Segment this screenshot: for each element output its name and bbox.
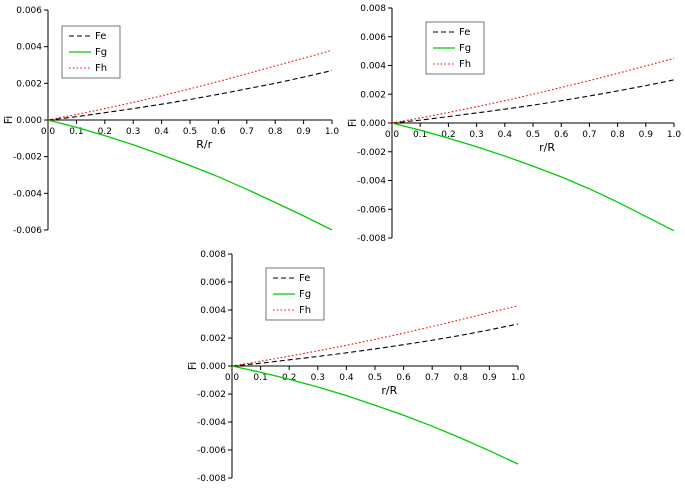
y-tick-label: 0.008 xyxy=(360,4,386,14)
x-axis-title: r/R xyxy=(381,384,397,397)
y-axis-title: Fi xyxy=(346,119,359,128)
x-axis-title: r/R xyxy=(539,141,555,154)
x-tick-label: 0.0 xyxy=(225,373,240,383)
y-tick-label: -0.006 xyxy=(197,446,226,456)
legend: Fe Fg Fh xyxy=(425,21,485,75)
y-tick-label: -0.004 xyxy=(357,177,386,187)
series-Fh-line xyxy=(47,49,333,121)
y-tick-label: -0.006 xyxy=(13,226,42,236)
chart-bottom-center: -0.008 -0.006 -0.004 -0.002 0.000 0.002 0.004 0… xyxy=(186,246,528,488)
legend: Fe Fg Fh xyxy=(265,267,325,321)
y-tick-label: -0.002 xyxy=(197,390,226,400)
x-tick-label: 1.0 xyxy=(325,127,340,137)
legend-label-Fe: Fe xyxy=(95,31,106,42)
y-tick-label: 0.006 xyxy=(200,278,226,288)
series-Fg-line xyxy=(47,119,333,231)
x-tick-label: 0.5 xyxy=(526,130,540,140)
x-tick-label: 0.2 xyxy=(441,130,455,140)
y-tick-label: 0.002 xyxy=(200,334,226,344)
y-tick-label: -0.008 xyxy=(197,474,226,484)
x-tick-label: 0.9 xyxy=(482,373,497,383)
x-tick-label: 0.3 xyxy=(469,130,483,140)
y-tick-label: 0.002 xyxy=(16,79,42,89)
chart-top-left: -0.006 -0.004 -0.002 0.000 0.002 0.004 0.006 0.… xyxy=(2,2,342,242)
x-tick-label: 0.5 xyxy=(368,373,382,383)
y-tick-label: -0.008 xyxy=(357,234,386,244)
y-tick-label: 0.002 xyxy=(360,90,386,100)
x-tick-label: 0.3 xyxy=(311,373,325,383)
y-tick-label: 0.004 xyxy=(16,43,42,53)
legend-label-Fh: Fh xyxy=(459,59,471,70)
y-tick-label: -0.006 xyxy=(357,205,386,215)
chart-svg: -0.008 -0.006 -0.004 -0.002 0.000 0.002 0.004 0… xyxy=(346,4,681,244)
x-tick-label: 0.8 xyxy=(268,127,283,137)
legend: Fe Fg Fh xyxy=(61,25,121,79)
y-axis-title: Fi xyxy=(186,362,199,371)
axes: -0.008 -0.006 -0.004 -0.002 0.000 0.002 0.004 0… xyxy=(346,4,681,244)
x-tick-label: 0.3 xyxy=(126,127,140,137)
chart-svg: -0.008 -0.006 -0.004 -0.002 0.000 0.002 0.004 0… xyxy=(186,250,525,484)
x-tick-label: 0.7 xyxy=(240,127,254,137)
x-tick-label: 0.0 xyxy=(385,130,400,140)
x-tick-label: 0.9 xyxy=(639,130,654,140)
series-Fh-line xyxy=(391,57,675,124)
y-tick-label: 0.004 xyxy=(200,306,226,316)
x-tick-label: 0.4 xyxy=(498,130,513,140)
x-tick-label: 0.6 xyxy=(211,127,226,137)
chart-svg: -0.006 -0.004 -0.002 0.000 0.002 0.004 0.006 0.… xyxy=(2,6,339,236)
x-tick-label: 0.8 xyxy=(610,130,625,140)
series-Fe-line xyxy=(231,323,519,367)
x-tick-label: 0.2 xyxy=(98,127,112,137)
legend-label-Fg: Fg xyxy=(95,47,107,58)
legend-label-Fe: Fe xyxy=(299,273,310,284)
legend-label-Fh: Fh xyxy=(95,63,107,74)
y-tick-label: 0.006 xyxy=(360,33,386,43)
legend-label-Fg: Fg xyxy=(299,289,311,300)
x-tick-label: 0.0 xyxy=(41,127,56,137)
series-Fg-line xyxy=(391,122,675,232)
x-tick-label: 0.2 xyxy=(282,373,296,383)
x-tick-label: 0.6 xyxy=(554,130,569,140)
x-tick-label: 0.9 xyxy=(296,127,311,137)
x-tick-label: 1.0 xyxy=(511,373,526,383)
axes: -0.006 -0.004 -0.002 0.000 0.002 0.004 0.006 0.… xyxy=(2,6,339,236)
y-tick-label: 0.006 xyxy=(16,6,42,16)
y-axis-title: Fi xyxy=(2,116,15,125)
x-tick-label: 0.7 xyxy=(582,130,596,140)
series-Fh-line xyxy=(231,305,519,367)
y-tick-label: 0.000 xyxy=(200,362,226,372)
y-tick-label: 0.000 xyxy=(16,116,42,126)
x-tick-label: 0.1 xyxy=(69,127,83,137)
y-tick-label: -0.004 xyxy=(13,189,42,199)
x-tick-label: 0.1 xyxy=(253,373,267,383)
y-tick-label: 0.008 xyxy=(200,250,226,260)
y-tick-label: 0.000 xyxy=(360,119,386,129)
x-axis-title: R/r xyxy=(196,138,212,151)
y-tick-label: -0.002 xyxy=(13,153,42,163)
y-tick-label: -0.002 xyxy=(357,148,386,158)
x-tick-label: 0.8 xyxy=(454,373,469,383)
y-tick-label: 0.004 xyxy=(360,62,386,72)
x-tick-label: 1.0 xyxy=(667,130,682,140)
y-tick-label: -0.004 xyxy=(197,418,226,428)
legend-label-Fg: Fg xyxy=(459,43,471,54)
series-Fe-line xyxy=(391,79,675,124)
x-tick-label: 0.7 xyxy=(425,373,439,383)
series-Fg-line xyxy=(231,365,519,465)
axes: -0.008 -0.006 -0.004 -0.002 0.000 0.002 0.004 0… xyxy=(186,250,525,484)
legend-label-Fe: Fe xyxy=(459,27,470,38)
x-tick-label: 0.5 xyxy=(183,127,197,137)
chart-top-right: -0.008 -0.006 -0.004 -0.002 0.000 0.002 0.004 0… xyxy=(346,0,684,250)
x-tick-label: 0.4 xyxy=(154,127,169,137)
legend-label-Fh: Fh xyxy=(299,305,311,316)
x-tick-label: 0.6 xyxy=(396,373,411,383)
x-tick-label: 0.1 xyxy=(413,130,427,140)
x-tick-label: 0.4 xyxy=(339,373,354,383)
